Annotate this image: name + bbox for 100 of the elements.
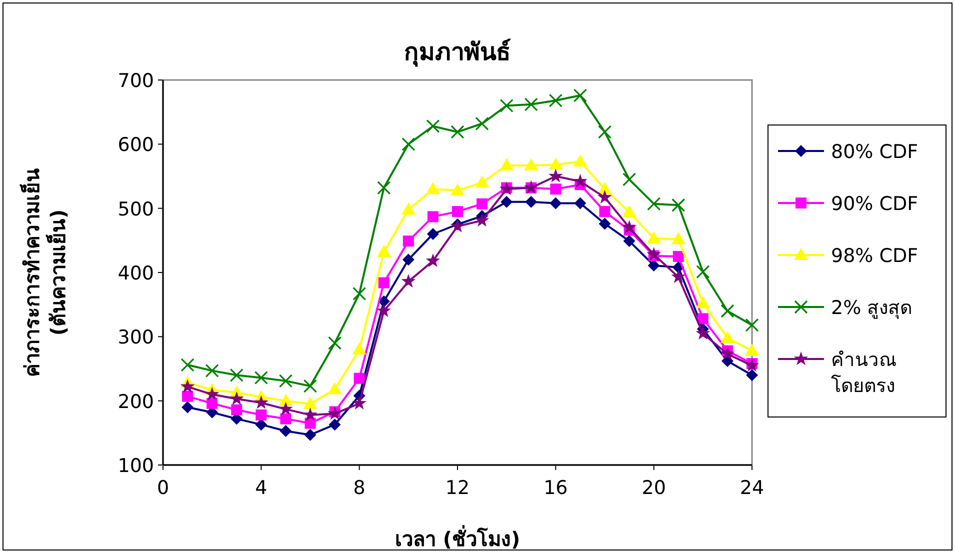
- point: [745, 344, 759, 356]
- point: [622, 205, 636, 218]
- point: [599, 206, 610, 218]
- point: [646, 247, 661, 261]
- point: [376, 244, 391, 257]
- point: [671, 269, 686, 284]
- point: [377, 181, 391, 195]
- x-tick-label: 4: [255, 477, 268, 499]
- y-tick-label: 500: [118, 198, 154, 220]
- point: [254, 395, 268, 409]
- legend-label: 98% CDF: [831, 245, 918, 267]
- point: [204, 386, 220, 400]
- point: [525, 196, 538, 208]
- point: [671, 232, 686, 244]
- point: [744, 358, 760, 372]
- x-tick-label: 8: [353, 477, 366, 499]
- legend-label: คำนวณ โดยตรง: [831, 349, 897, 397]
- point: [426, 228, 439, 240]
- point: [548, 158, 563, 170]
- point: [354, 372, 365, 384]
- x-tick-label: 20: [642, 477, 666, 499]
- point: [696, 265, 710, 279]
- x-tick-label: 16: [544, 477, 568, 499]
- y-tick-label: 100: [118, 455, 154, 477]
- point: [720, 330, 734, 343]
- y-tick-label: 200: [118, 390, 154, 413]
- point: [573, 174, 588, 188]
- point: [182, 390, 194, 402]
- point: [206, 398, 218, 409]
- point: [278, 402, 293, 416]
- point: [450, 183, 464, 196]
- point: [280, 413, 292, 424]
- point: [720, 304, 734, 318]
- point: [255, 418, 268, 431]
- point: [402, 254, 414, 266]
- point: [402, 137, 416, 151]
- point: [548, 94, 562, 108]
- point: [328, 336, 342, 350]
- y-tick-label: 300: [118, 326, 154, 349]
- point: [402, 236, 414, 247]
- point: [427, 211, 438, 222]
- chart-title: กุมภาพันธ์: [404, 38, 511, 68]
- point: [672, 198, 686, 212]
- point: [548, 168, 563, 182]
- point: [647, 197, 661, 211]
- x-tick-label: 24: [740, 477, 764, 499]
- y-tick-label: 400: [118, 262, 154, 284]
- point: [256, 409, 267, 420]
- point: [303, 379, 318, 393]
- point: [474, 213, 490, 227]
- point: [598, 190, 612, 204]
- point: [696, 326, 710, 340]
- point: [426, 182, 440, 194]
- point: [622, 172, 636, 186]
- x-tick-label: 12: [445, 477, 470, 499]
- point: [450, 125, 464, 139]
- x-tick-label: 0: [156, 477, 170, 499]
- point: [500, 98, 514, 112]
- point: [328, 406, 342, 420]
- x-axis-title: เวลา (ชั่วโมง): [394, 524, 520, 551]
- point: [303, 407, 318, 422]
- point: [182, 401, 194, 414]
- point: [180, 379, 195, 393]
- point: [304, 418, 316, 429]
- point: [280, 424, 292, 437]
- point: [231, 404, 242, 416]
- point: [452, 206, 463, 218]
- point: [697, 313, 708, 324]
- y-tick-label: 600: [118, 134, 154, 156]
- point: [376, 304, 392, 318]
- point: [623, 235, 636, 248]
- point: [304, 428, 316, 441]
- point: [205, 364, 219, 378]
- legend-label: 80% CDF: [831, 141, 918, 163]
- point: [550, 184, 562, 195]
- point: [230, 368, 244, 382]
- point: [500, 158, 514, 170]
- point: [426, 119, 440, 133]
- point: [598, 125, 612, 139]
- point: [745, 318, 759, 332]
- point: [352, 396, 366, 410]
- point: [746, 369, 758, 382]
- point: [475, 176, 490, 188]
- point: [378, 277, 390, 288]
- point: [352, 286, 366, 300]
- point: [278, 374, 293, 388]
- point: [598, 218, 611, 230]
- point: [476, 198, 488, 210]
- legend-label: 2% สูงสุด: [831, 297, 912, 320]
- point: [720, 346, 735, 360]
- point: [524, 158, 538, 170]
- point: [475, 116, 489, 130]
- y-tick-label: 700: [118, 70, 154, 92]
- point: [696, 296, 710, 308]
- point: [500, 196, 513, 208]
- point: [303, 397, 318, 410]
- point: [622, 220, 636, 234]
- point: [574, 197, 586, 210]
- point: [352, 342, 366, 354]
- point: [328, 382, 342, 394]
